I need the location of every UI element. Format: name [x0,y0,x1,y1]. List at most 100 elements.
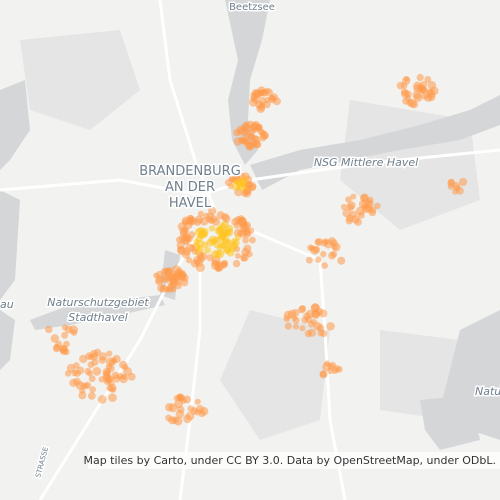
activity-dot [248,182,257,191]
edge-label: au [0,298,14,311]
activity-dot [321,262,329,269]
activity-dot [108,393,117,402]
activity-dot [61,331,69,339]
activity-dot [187,231,196,239]
activity-dot [176,393,183,400]
city-label: AN DER [165,180,215,195]
activity-dot [331,367,339,375]
activity-dot [183,395,191,404]
activity-dot [243,230,251,238]
activity-dot [97,395,107,404]
activity-dot [224,229,232,236]
activity-dot [255,124,262,131]
activity-dot [180,278,189,287]
activity-dot [239,176,248,185]
activity-dot [346,201,356,210]
activity-dot [396,81,405,90]
activity-dot [292,308,300,317]
activity-dot [178,234,187,242]
activity-dot [193,238,200,245]
activity-dot [242,236,249,244]
activity-dot [319,309,328,318]
activity-dot [240,253,249,262]
activity-dot [401,89,410,99]
activity-dot [177,405,185,414]
lake-label: Beetzsee [229,2,275,13]
activity-dot [329,361,337,369]
activity-dot [79,354,88,364]
activity-dot [214,262,224,272]
activity-dot [270,93,279,102]
activity-dot [401,76,411,85]
activity-dot [168,403,178,413]
activity-dot [232,259,241,268]
activity-dot [299,305,307,313]
activity-dot [360,193,369,203]
activity-dot [242,133,251,142]
activity-dot [328,237,336,245]
activity-dot [197,226,205,235]
activity-dot [64,325,73,334]
activity-dot [315,237,324,246]
activity-dot [91,358,99,366]
activity-dot [121,363,129,371]
activity-dot [236,181,243,189]
activity-dot [241,189,249,197]
activity-dot [331,243,338,251]
activity-dot [185,257,193,264]
activity-dot [86,370,93,377]
activity-dot [73,369,81,377]
activity-dot [163,267,170,275]
activity-dot [316,324,325,332]
activity-dot [73,377,81,386]
activity-dot [368,206,376,214]
activity-dot [127,372,136,381]
activity-dot [176,269,184,277]
activity-dot [63,340,70,348]
activity-dot [322,238,329,245]
activity-dot [350,193,357,200]
activity-dot [234,252,241,259]
activity-dot [45,325,53,334]
city-label: BRANDENBURG [139,164,241,179]
activity-dot [197,210,205,217]
activity-dot [109,386,117,393]
activity-dot [185,411,195,421]
activity-dot [251,88,261,98]
activity-dot [208,225,216,232]
activity-dot [204,246,211,254]
activity-dot [320,329,328,338]
activity-dot [73,362,80,369]
activity-dot [284,322,293,330]
activity-dot [159,284,168,293]
activity-dot [105,357,115,366]
activity-dot [374,202,381,210]
activity-dot [196,251,205,260]
activity-dot [160,275,169,283]
activity-dot [301,316,309,324]
activity-dot [216,211,225,220]
activity-dot [199,406,209,416]
activity-dot [182,250,191,259]
activity-dot [224,179,233,187]
activity-dot [170,278,178,286]
activity-dot [248,236,256,244]
attribution-bg [88,452,500,469]
activity-dot [187,405,195,413]
activity-dot [78,391,87,400]
activity-dot [319,370,328,379]
water [0,0,500,450]
activity-dot [210,250,219,259]
activity-dot [82,382,90,389]
activity-dot [176,241,185,250]
activity-dot [190,259,199,268]
activity-dot [419,80,428,89]
activity-dot [111,371,120,380]
activity-dot [194,398,201,405]
reserve-label: Naturschutzgebiet [47,296,149,309]
activity-dot [249,140,258,148]
activity-dot [310,303,320,312]
activity-dot [181,216,191,225]
activity-dot [237,215,245,222]
activity-dot [241,221,249,229]
